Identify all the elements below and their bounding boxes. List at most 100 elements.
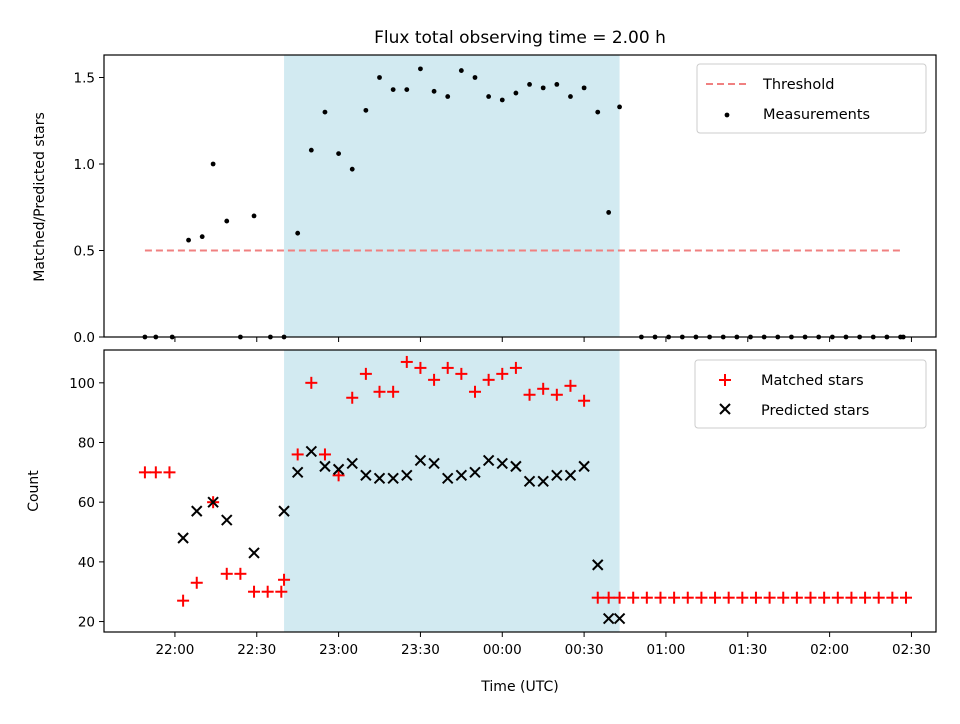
measurement-point xyxy=(568,94,573,99)
predicted-star-point xyxy=(523,475,536,488)
predicted-star-point xyxy=(278,505,290,517)
x-b xyxy=(387,472,399,485)
x-b xyxy=(305,445,318,458)
x-b xyxy=(401,469,413,482)
legend-matched-swatch xyxy=(719,374,731,386)
matched-star-point xyxy=(234,567,247,580)
measurement-point xyxy=(540,85,546,91)
x-b xyxy=(510,460,522,473)
matched-star-point xyxy=(790,591,803,604)
measurement-point xyxy=(445,94,451,99)
y-tick-label: 0.5 xyxy=(74,243,95,259)
matched-star-point xyxy=(602,591,615,604)
matched-star-point xyxy=(177,594,190,607)
matched-star-point xyxy=(899,591,912,604)
predicted-star-point xyxy=(578,460,590,473)
observing-window-highlight xyxy=(284,350,620,632)
measurement-point xyxy=(210,161,216,167)
matched-star-point xyxy=(886,591,899,604)
x-tick-label: 22:30 xyxy=(237,642,276,658)
x-b xyxy=(278,505,290,517)
matched-star-point xyxy=(455,367,468,380)
bottom-legend-frame xyxy=(694,359,927,429)
predicted-star-point xyxy=(510,460,522,473)
x-b xyxy=(319,460,331,473)
bottom-plot-area xyxy=(138,350,912,632)
x-tick-label: 23:00 xyxy=(319,642,358,658)
x-b xyxy=(428,457,440,470)
matched-star-point xyxy=(332,469,345,482)
measurement-point xyxy=(349,166,355,172)
x-b xyxy=(482,454,495,467)
matched-star-point xyxy=(190,576,203,589)
measurement-point xyxy=(295,230,301,236)
matched-star-point xyxy=(613,591,626,604)
x-b xyxy=(537,475,549,488)
predicted-star-point xyxy=(373,472,386,485)
matched-star-point xyxy=(220,567,233,580)
predicted-star-point xyxy=(455,469,468,482)
x-tick-label: 00:00 xyxy=(483,642,522,658)
x-b xyxy=(613,612,626,625)
x-b xyxy=(592,559,604,571)
measurement-point xyxy=(308,147,314,153)
predicted-star-point xyxy=(305,445,318,458)
predicted-star-point xyxy=(469,466,481,479)
matched-star-point xyxy=(578,394,591,407)
matched-star-point xyxy=(736,591,749,604)
predicted-star-point xyxy=(414,454,427,467)
measurement-point xyxy=(554,82,560,87)
predicted-star-point xyxy=(360,469,372,482)
bottom-legend: Matched stars Predicted stars xyxy=(694,359,927,429)
measurement-point xyxy=(617,104,622,110)
measurement-point xyxy=(377,75,382,80)
matched-star-point xyxy=(564,379,577,392)
y-tick-label: 60 xyxy=(78,495,95,511)
matched-star-point xyxy=(681,591,694,604)
x-b xyxy=(291,466,304,479)
predicted-star-point xyxy=(442,472,454,485)
measurement-point xyxy=(606,210,612,215)
x-b xyxy=(469,466,481,479)
x-b xyxy=(360,469,372,482)
x-tick-label: 00:30 xyxy=(565,642,604,658)
series-predicted-stars xyxy=(177,445,626,625)
matched-star-point xyxy=(804,591,817,604)
measurement-point xyxy=(499,97,505,103)
matched-star-point xyxy=(722,591,735,604)
top-plot-area xyxy=(142,55,906,340)
matched-star-point xyxy=(859,591,872,604)
matched-star-point xyxy=(275,585,288,598)
matched-star-point xyxy=(695,591,708,604)
measurement-point xyxy=(513,90,519,96)
x-b xyxy=(496,457,508,470)
matched-star-point xyxy=(359,367,372,380)
predicted-star-point xyxy=(496,457,508,470)
matched-star-point xyxy=(537,382,550,395)
top-legend: Threshold Measurements xyxy=(696,63,927,134)
measurement-point xyxy=(224,218,230,224)
predicted-star-point xyxy=(551,469,563,482)
matched-star-point xyxy=(627,591,640,604)
measurement-point xyxy=(322,109,328,115)
x-tick-label: 22:00 xyxy=(155,642,194,658)
x-tick-label: 02:00 xyxy=(810,642,849,658)
x-b xyxy=(523,475,536,488)
chart-title: Flux total observing time = 2.00 h xyxy=(374,28,666,48)
matched-star-point xyxy=(138,466,151,479)
y-tick-label: 40 xyxy=(78,555,95,571)
y-tick-label: 20 xyxy=(78,615,95,631)
matched-star-point xyxy=(387,385,400,398)
y-tick-label: 100 xyxy=(69,376,95,392)
matched-star-point xyxy=(163,466,176,479)
legend-predicted-label: Predicted stars xyxy=(761,403,869,419)
matched-star-point xyxy=(777,591,790,604)
bottom-axes-frame xyxy=(103,349,937,633)
predicted-star-point xyxy=(387,472,399,485)
matched-star-point xyxy=(414,361,427,374)
matched-star-point xyxy=(654,591,667,604)
measurement-point xyxy=(472,75,478,80)
predicted-star-point xyxy=(191,505,203,517)
legend-measurements-swatch xyxy=(724,112,730,118)
